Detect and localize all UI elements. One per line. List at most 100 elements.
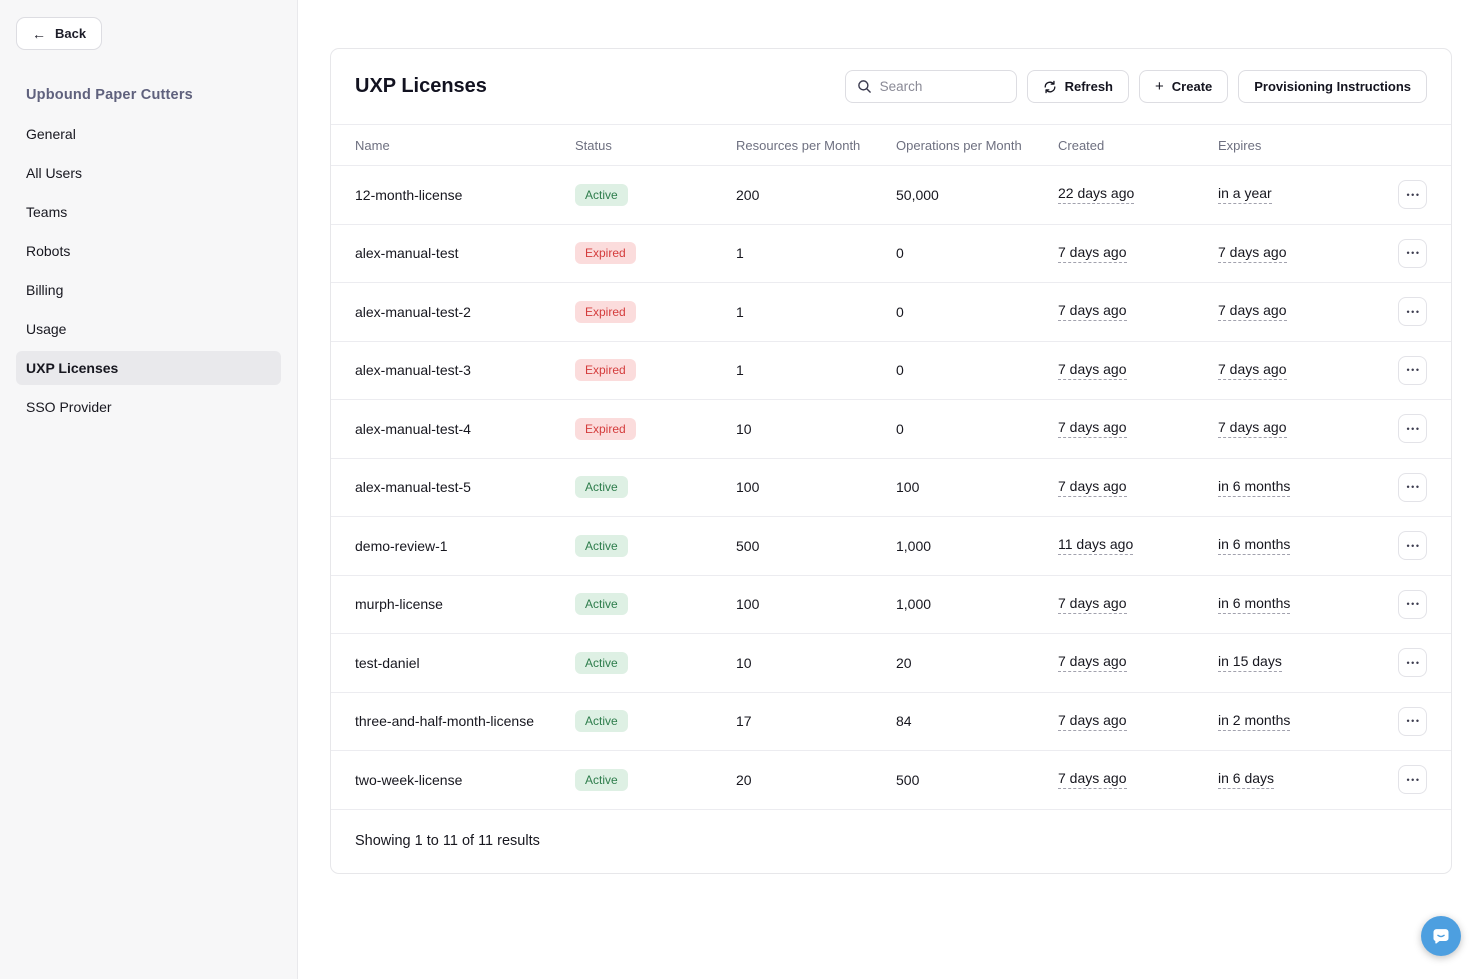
expires-tooltip-text[interactable]: in 6 months bbox=[1218, 478, 1291, 497]
plus-icon: + bbox=[1155, 78, 1164, 95]
resources-per-month: 20 bbox=[736, 771, 752, 788]
resources-per-month: 1 bbox=[736, 362, 744, 379]
table-row: alex-manual-test-2 Expired 1 0 7 days ago 7 d… bbox=[331, 283, 1451, 342]
created-tooltip-text[interactable]: 7 days ago bbox=[1058, 478, 1127, 497]
sidebar-item-sso-provider[interactable]: SSO Provider bbox=[26, 399, 112, 415]
sidebar-item-usage[interactable]: Usage bbox=[26, 321, 67, 337]
expires-cell: in 2 months bbox=[1218, 712, 1367, 731]
created-cell: 7 days ago bbox=[1058, 302, 1218, 322]
results-summary: Showing 1 to 11 of 11 results bbox=[355, 833, 540, 849]
search-input[interactable] bbox=[879, 79, 1005, 94]
created-tooltip-text[interactable]: 7 days ago bbox=[1058, 595, 1127, 614]
status-badge: Active bbox=[575, 534, 628, 557]
license-status-cell: Active bbox=[575, 768, 736, 791]
table-row: demo-review-1 Active 500 1,000 11 days ago in… bbox=[331, 517, 1451, 576]
created-tooltip-text[interactable]: 7 days ago bbox=[1058, 653, 1127, 673]
back-button[interactable]: ← Back bbox=[16, 17, 103, 50]
operations-per-month: 0 bbox=[896, 245, 904, 262]
created-tooltip-text[interactable]: 7 days ago bbox=[1058, 244, 1127, 263]
row-menu-button[interactable]: ••• bbox=[1398, 180, 1427, 210]
create-button[interactable]: + Create bbox=[1139, 70, 1229, 103]
row-actions-cell: ••• bbox=[1367, 648, 1427, 678]
row-menu-button[interactable]: ••• bbox=[1398, 648, 1427, 678]
row-menu-button[interactable]: ••• bbox=[1398, 472, 1427, 502]
expires-tooltip-text[interactable]: in 6 days bbox=[1218, 770, 1275, 790]
license-name: test-daniel bbox=[355, 654, 420, 671]
expires-cell: in 6 months bbox=[1218, 478, 1367, 497]
expires-cell: in 15 days bbox=[1218, 653, 1367, 673]
license-status-cell: Expired bbox=[575, 300, 736, 323]
table-body: 12-month-license Active 200 50,000 22 days a… bbox=[331, 166, 1451, 810]
row-menu-button[interactable]: ••• bbox=[1398, 706, 1427, 736]
sidebar-item-robots[interactable]: Robots bbox=[26, 243, 71, 259]
expires-cell: in 6 months bbox=[1218, 595, 1367, 614]
row-actions-cell: ••• bbox=[1367, 238, 1427, 268]
created-tooltip-text[interactable]: 7 days ago bbox=[1058, 361, 1127, 380]
expires-tooltip-text[interactable]: in 2 months bbox=[1218, 712, 1291, 731]
expires-tooltip-text[interactable]: 7 days ago bbox=[1218, 302, 1287, 322]
license-name: demo-review-1 bbox=[355, 537, 448, 554]
row-actions-cell: ••• bbox=[1367, 531, 1427, 561]
created-tooltip-text[interactable]: 22 days ago bbox=[1058, 185, 1135, 205]
page-title: UXP Licenses bbox=[355, 75, 487, 97]
sidebar-item-uxp-licenses[interactable]: UXP Licenses bbox=[16, 351, 281, 385]
sidebar-item-general[interactable]: General bbox=[26, 126, 76, 142]
chat-launcher-button[interactable] bbox=[1421, 916, 1461, 956]
created-cell: 7 days ago bbox=[1058, 244, 1218, 263]
expires-tooltip-text[interactable]: in 6 months bbox=[1218, 536, 1291, 556]
expires-tooltip-text[interactable]: 7 days ago bbox=[1218, 361, 1287, 380]
operations-per-month: 0 bbox=[896, 303, 904, 320]
row-menu-button[interactable]: ••• bbox=[1398, 414, 1427, 444]
column-header-name: Name bbox=[355, 137, 390, 153]
created-tooltip-text[interactable]: 7 days ago bbox=[1058, 419, 1127, 439]
refresh-button[interactable]: Refresh bbox=[1026, 70, 1130, 103]
row-menu-button[interactable]: ••• bbox=[1398, 238, 1427, 268]
column-header-created: Created bbox=[1058, 137, 1105, 153]
row-menu-button[interactable]: ••• bbox=[1398, 765, 1427, 795]
row-menu-button[interactable]: ••• bbox=[1398, 297, 1427, 327]
license-name: alex-manual-test-2 bbox=[355, 303, 471, 320]
expires-tooltip-text[interactable]: in 15 days bbox=[1218, 653, 1282, 673]
table-row: alex-manual-test-4 Expired 10 0 7 days ago 7 … bbox=[331, 400, 1451, 459]
table-header: Name Status Resources per Month Operatio… bbox=[331, 124, 1451, 166]
main-content: UXP Licenses bbox=[298, 0, 1484, 979]
resources-per-month: 1 bbox=[736, 245, 744, 262]
expires-tooltip-text[interactable]: in 6 months bbox=[1218, 595, 1291, 614]
license-name: alex-manual-test-3 bbox=[355, 362, 471, 379]
operations-per-month: 20 bbox=[896, 654, 912, 671]
refresh-icon bbox=[1043, 80, 1057, 94]
license-name: alex-manual-test bbox=[355, 245, 459, 262]
sidebar-item-all-users[interactable]: All Users bbox=[26, 165, 83, 181]
license-status-cell: Active bbox=[575, 651, 736, 674]
sidebar-item-billing[interactable]: Billing bbox=[26, 282, 64, 298]
table-row: alex-manual-test-5 Active 100 100 7 days ago… bbox=[331, 459, 1451, 517]
created-cell: 11 days ago bbox=[1058, 536, 1218, 556]
operations-per-month: 84 bbox=[896, 713, 912, 730]
license-status-cell: Active bbox=[575, 593, 736, 616]
expires-tooltip-text[interactable]: in a year bbox=[1218, 185, 1272, 205]
status-badge: Active bbox=[575, 183, 628, 206]
status-badge: Expired bbox=[575, 359, 636, 382]
sidebar-item-teams[interactable]: Teams bbox=[26, 204, 68, 220]
provisioning-instructions-button[interactable]: Provisioning Instructions bbox=[1238, 70, 1427, 103]
created-tooltip-text[interactable]: 11 days ago bbox=[1058, 536, 1134, 556]
row-menu-button[interactable]: ••• bbox=[1398, 355, 1427, 385]
created-tooltip-text[interactable]: 7 days ago bbox=[1058, 770, 1127, 790]
row-actions-cell: ••• bbox=[1367, 355, 1427, 385]
created-tooltip-text[interactable]: 7 days ago bbox=[1058, 302, 1127, 322]
refresh-button-label: Refresh bbox=[1064, 79, 1114, 94]
row-menu-button[interactable]: ••• bbox=[1398, 589, 1427, 619]
row-menu-button[interactable]: ••• bbox=[1398, 531, 1427, 561]
expires-tooltip-text[interactable]: 7 days ago bbox=[1218, 244, 1287, 263]
row-actions-cell: ••• bbox=[1367, 297, 1427, 327]
resources-per-month: 1 bbox=[736, 303, 744, 320]
created-tooltip-text[interactable]: 7 days ago bbox=[1058, 712, 1127, 731]
expires-tooltip-text[interactable]: 7 days ago bbox=[1218, 419, 1287, 439]
row-actions-cell: ••• bbox=[1367, 765, 1427, 795]
license-name: 12-month-license bbox=[355, 186, 463, 203]
chat-bubble-icon bbox=[1430, 925, 1452, 947]
operations-per-month: 1,000 bbox=[896, 537, 932, 554]
status-badge: Active bbox=[575, 768, 628, 791]
search-box[interactable] bbox=[844, 70, 1017, 103]
license-status-cell: Expired bbox=[575, 242, 736, 265]
